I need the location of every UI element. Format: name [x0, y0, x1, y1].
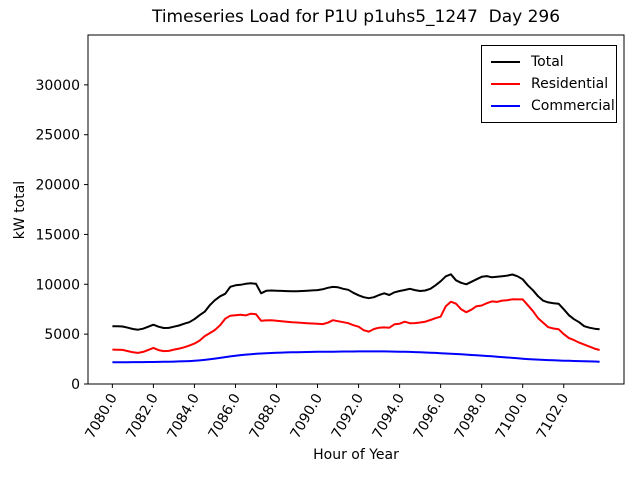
- legend-line-commercial-icon: [491, 105, 520, 107]
- legend-entry-residential: Residential: [491, 73, 616, 95]
- legend: Total Residential Commercial: [481, 45, 617, 123]
- legend-entry-total: Total: [491, 51, 616, 73]
- y-axis-label: kW total: [12, 180, 28, 240]
- chart-title: Timeseries Load for P1U p1uhs5_1247 Day …: [151, 7, 561, 27]
- y-tick-label: 15000: [35, 227, 80, 243]
- x-tick-label: 7092.0: [329, 391, 367, 441]
- series-line-commercial: [112, 350, 600, 364]
- x-tick-label: 7098.0: [452, 391, 490, 441]
- x-axis-label: Hour of Year: [313, 447, 399, 463]
- x-tick-label: 7088.0: [247, 391, 285, 441]
- x-tick-label: 7102.0: [534, 391, 572, 441]
- x-tick-label: 7090.0: [288, 391, 326, 441]
- series-line-residential: [112, 298, 600, 354]
- y-tick-label: 25000: [35, 128, 80, 144]
- x-tick-label: 7100.0: [493, 391, 531, 441]
- legend-label-residential: Residential: [531, 76, 609, 92]
- x-tick-label: 7084.0: [165, 391, 203, 441]
- x-tick-label: 7094.0: [370, 391, 408, 441]
- legend-line-residential-icon: [491, 83, 520, 85]
- x-tick-label: 7080.0: [82, 391, 120, 441]
- legend-label-total: Total: [531, 54, 564, 70]
- y-tick-label: 20000: [35, 178, 80, 194]
- y-tick-label: 0: [71, 377, 80, 393]
- x-tick-label: 7082.0: [124, 391, 162, 441]
- x-tick-label: 7086.0: [206, 391, 244, 441]
- y-tick-label: 30000: [35, 78, 80, 94]
- legend-line-total-icon: [491, 61, 520, 63]
- x-tick-label: 7096.0: [411, 391, 449, 441]
- axes-frame: [87, 34, 625, 385]
- series-line-total: [112, 273, 600, 331]
- y-tick-label: 10000: [35, 277, 80, 293]
- legend-entry-commercial: Commercial: [491, 95, 616, 117]
- y-tick-label: 5000: [44, 327, 80, 343]
- legend-label-commercial: Commercial: [531, 98, 615, 114]
